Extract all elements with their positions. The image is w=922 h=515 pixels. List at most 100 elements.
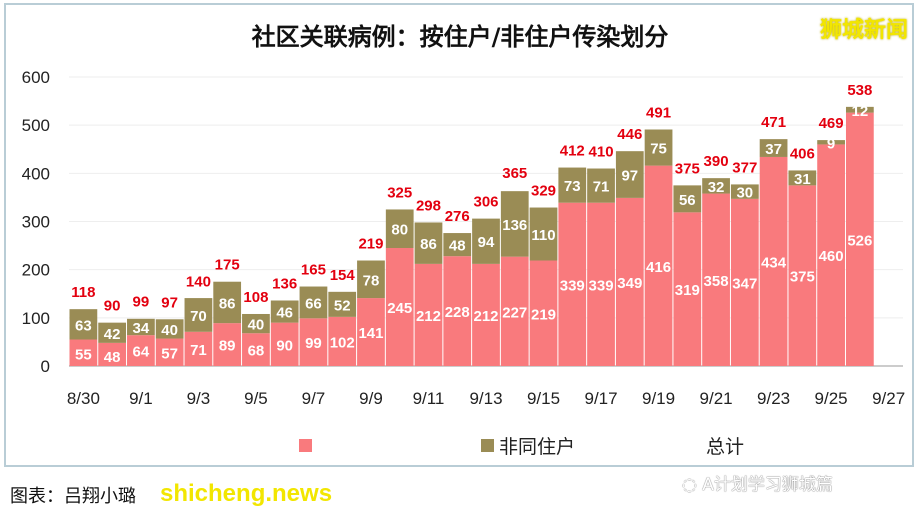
bar-non-household xyxy=(414,222,443,264)
bar-non-household xyxy=(385,209,414,248)
data-label-same-household: 99 xyxy=(305,335,322,352)
data-label-total: 446 xyxy=(617,126,642,143)
bar-same-household xyxy=(184,331,213,366)
data-label-same-household: 434 xyxy=(761,254,787,271)
data-label-total: 375 xyxy=(675,160,700,177)
y-tick-label: 300 xyxy=(22,213,50,232)
legend-swatch-same-household xyxy=(299,439,312,452)
data-label-total: 406 xyxy=(790,145,815,162)
wechat-watermark: ◌ A计划学习狮城篇 xyxy=(682,470,833,495)
data-label-total: 365 xyxy=(502,165,527,182)
y-tick-label: 600 xyxy=(22,68,50,87)
bar-same-household xyxy=(270,322,299,366)
data-label-non-household: 73 xyxy=(564,178,581,195)
data-label-total: 410 xyxy=(589,144,614,161)
data-label-same-household: 339 xyxy=(560,277,585,294)
data-label-total: 108 xyxy=(243,289,268,306)
x-tick-label: 9/3 xyxy=(187,389,211,408)
data-label-same-household: 141 xyxy=(358,325,383,342)
data-label-total: 491 xyxy=(646,105,671,122)
data-label-non-household: 9 xyxy=(827,135,835,152)
data-label-same-household: 57 xyxy=(161,346,178,363)
data-label-non-household: 97 xyxy=(621,168,638,185)
data-label-same-household: 526 xyxy=(847,232,872,249)
bar-non-household xyxy=(529,207,558,261)
bar-same-household xyxy=(702,193,730,366)
data-label-same-household: 48 xyxy=(104,349,121,366)
data-label-total: 165 xyxy=(301,262,326,279)
data-label-non-household: 46 xyxy=(276,305,293,322)
bar-non-household xyxy=(299,286,328,319)
bar-same-household xyxy=(385,247,414,366)
legend-label-total: 总计 xyxy=(706,436,744,458)
x-tick-label: 9/15 xyxy=(527,389,560,408)
y-tick-label: 100 xyxy=(22,309,50,328)
bar-same-household xyxy=(213,323,242,366)
bar-non-household xyxy=(558,167,587,203)
bar-non-household xyxy=(242,313,270,334)
data-label-total: 412 xyxy=(560,143,585,160)
x-tick-label: 9/5 xyxy=(244,389,268,408)
bar-same-household xyxy=(242,333,270,366)
bar-same-household xyxy=(443,256,472,366)
bar-non-household xyxy=(127,318,155,336)
data-label-same-household: 212 xyxy=(473,308,498,325)
data-label-same-household: 375 xyxy=(790,269,815,286)
bar-same-household xyxy=(299,318,328,366)
bar-same-household xyxy=(328,316,357,366)
data-label-total: 140 xyxy=(186,274,211,291)
data-label-non-household: 12 xyxy=(852,103,869,120)
bar-non-household xyxy=(817,140,845,145)
bar-non-household xyxy=(759,139,788,157)
bar-same-household xyxy=(730,198,759,366)
wechat-text: A计划学习狮城篇 xyxy=(702,475,833,495)
bar-same-household xyxy=(98,342,127,366)
data-label-non-household: 32 xyxy=(708,179,725,196)
chart-title: 社区关联病例：按住户/非住户传染划分 xyxy=(252,23,669,51)
data-label-same-household: 55 xyxy=(75,347,92,364)
data-label-total: 390 xyxy=(704,153,729,170)
data-label-same-household: 64 xyxy=(133,344,150,361)
bar-non-household xyxy=(184,298,213,332)
data-label-non-household: 40 xyxy=(248,317,265,334)
bar-non-household xyxy=(328,291,357,317)
watermark-top: 狮城新闻 xyxy=(819,18,908,43)
chart-credit: 图表：吕翔小璐 xyxy=(10,486,136,507)
data-label-same-household: 227 xyxy=(502,304,527,321)
data-label-total: 97 xyxy=(161,294,178,311)
data-label-same-household: 416 xyxy=(646,259,671,276)
data-label-total: 219 xyxy=(358,236,383,253)
data-label-same-household: 102 xyxy=(330,334,355,351)
bar-non-household xyxy=(472,218,500,264)
bar-same-household xyxy=(673,212,702,366)
data-label-same-household: 339 xyxy=(589,277,614,294)
data-label-non-household: 63 xyxy=(75,317,92,334)
data-label-total: 377 xyxy=(732,159,757,176)
data-label-non-household: 78 xyxy=(363,272,380,289)
data-label-non-household: 31 xyxy=(794,171,811,188)
y-tick-label: 0 xyxy=(41,357,50,376)
data-label-same-household: 90 xyxy=(276,337,293,354)
data-label-same-household: 89 xyxy=(219,338,236,355)
data-label-non-household: 34 xyxy=(133,320,150,337)
bar-same-household xyxy=(644,165,673,366)
data-label-total: 154 xyxy=(330,267,356,284)
bar-non-household xyxy=(213,281,242,324)
bar-non-household xyxy=(69,309,98,340)
bar-non-household xyxy=(845,106,874,113)
bar-same-household xyxy=(414,263,443,366)
bar-same-household xyxy=(759,156,788,366)
data-label-non-household: 80 xyxy=(391,222,408,239)
data-label-non-household: 48 xyxy=(449,238,466,255)
bar-non-household xyxy=(98,322,127,343)
bar-same-household xyxy=(155,338,184,366)
x-tick-label: 9/27 xyxy=(872,389,905,408)
bar-same-household xyxy=(69,339,98,366)
bar-same-household xyxy=(845,112,874,366)
bar-same-household xyxy=(529,260,558,366)
data-label-non-household: 136 xyxy=(502,217,527,234)
bar-same-household xyxy=(788,185,817,366)
data-label-non-household: 40 xyxy=(161,322,178,339)
data-label-total: 118 xyxy=(71,284,95,301)
data-label-same-household: 349 xyxy=(617,275,642,292)
